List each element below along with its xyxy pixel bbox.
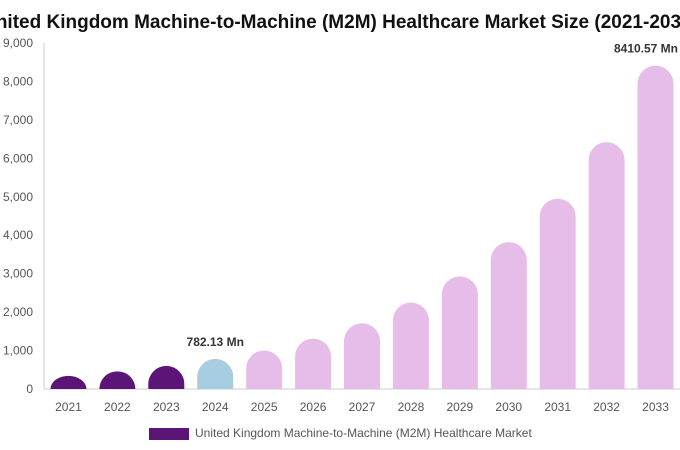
bar-2026 bbox=[295, 338, 332, 389]
x-tick-label: 2021 bbox=[55, 400, 82, 414]
value-annotation: 8410.57 Mn bbox=[614, 42, 678, 56]
x-tick-label: 2027 bbox=[349, 400, 376, 414]
y-tick-label: 7,000 bbox=[3, 113, 33, 127]
bar-2023 bbox=[148, 365, 185, 389]
bar-2032 bbox=[588, 142, 625, 389]
y-tick-label: 1,000 bbox=[3, 344, 33, 358]
value-annotation: 782.13 Mn bbox=[187, 335, 244, 349]
bar-2030 bbox=[490, 242, 527, 389]
y-tick-label: 3,000 bbox=[3, 267, 33, 281]
y-tick-label: 0 bbox=[26, 382, 33, 396]
x-tick-label: 2030 bbox=[495, 400, 522, 414]
bar-2029 bbox=[441, 276, 478, 389]
y-tick-label: 2,000 bbox=[3, 305, 33, 319]
x-tick-label: 2029 bbox=[446, 400, 473, 414]
x-tick-label: 2031 bbox=[544, 400, 571, 414]
bar-2031 bbox=[539, 198, 576, 389]
chart-title: United Kingdom Machine-to-Machine (M2M) … bbox=[0, 12, 680, 33]
x-tick-label: 2032 bbox=[593, 400, 620, 414]
x-tick-label: 2022 bbox=[104, 400, 131, 414]
x-tick-label: 2028 bbox=[398, 400, 425, 414]
legend: United Kingdom Machine-to-Machine (M2M) … bbox=[149, 426, 532, 440]
y-axis: 0 1,000 2,000 3,000 4,000 5,000 6,000 7,000 8,00… bbox=[3, 36, 33, 396]
bar-2024 bbox=[197, 358, 234, 389]
legend-label: United Kingdom Machine-to-Machine (M2M) … bbox=[195, 426, 532, 440]
x-tick-label: 2033 bbox=[642, 400, 669, 414]
bars bbox=[50, 65, 674, 390]
x-tick-label: 2025 bbox=[251, 400, 278, 414]
bar-2028 bbox=[392, 302, 429, 389]
x-tick-label: 2023 bbox=[153, 400, 180, 414]
annotations: 782.13 Mn 8410.57 Mn bbox=[187, 42, 678, 349]
x-tick-label: 2024 bbox=[202, 400, 229, 414]
bar-2033 bbox=[637, 65, 674, 390]
legend-swatch bbox=[149, 428, 189, 440]
y-tick-label: 5,000 bbox=[3, 190, 33, 204]
bar-2022 bbox=[99, 371, 136, 389]
bar-2027 bbox=[344, 323, 380, 389]
y-tick-label: 8,000 bbox=[3, 74, 33, 88]
y-tick-label: 6,000 bbox=[3, 151, 33, 165]
y-tick-label: 9,000 bbox=[3, 36, 33, 50]
x-axis: 2021 2022 2023 2024 2025 2026 2027 2028 2029 2030… bbox=[55, 400, 669, 414]
x-tick-label: 2026 bbox=[300, 400, 327, 414]
y-tick-label: 4,000 bbox=[3, 228, 33, 242]
bar-2021 bbox=[50, 375, 87, 389]
bar-2025 bbox=[246, 350, 283, 389]
